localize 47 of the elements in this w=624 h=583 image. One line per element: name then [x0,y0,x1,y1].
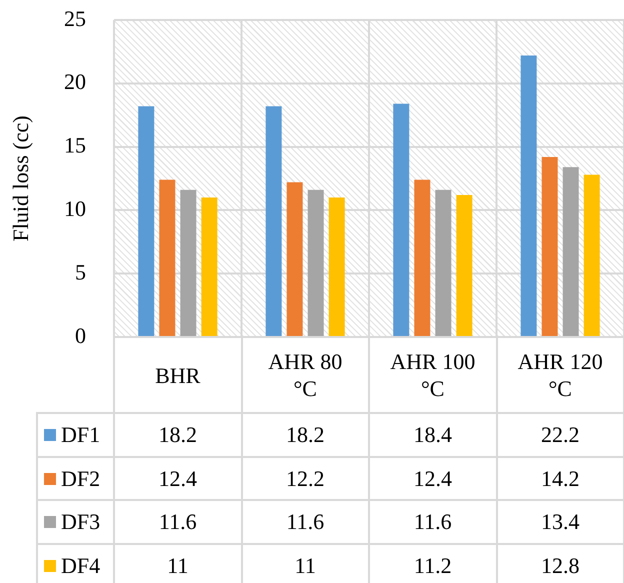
y-tick-label: 15 [64,132,86,158]
bar [286,182,303,336]
x-tick-label: AHR 120 °C [496,337,624,413]
bar [542,156,558,336]
data-label: 11.6 [369,500,496,544]
x-tick-label: AHR 80 °C [242,337,369,413]
data-label: 14.2 [496,456,624,500]
data-label: 13.4 [496,500,624,544]
y-tick-label: 20 [64,69,86,94]
bar [328,198,345,336]
legend-label: DF3 [37,500,114,544]
data-label: 18.4 [369,413,496,456]
bar [393,104,410,336]
data-label: 22.2 [496,413,624,456]
data-label: 11.6 [114,500,242,544]
data-label: 12.4 [114,456,242,500]
bar [584,174,600,336]
data-label: 11.6 [242,500,369,544]
bar [266,106,282,336]
y-tick-label: 5 [75,259,86,284]
data-label: 11.2 [369,544,496,583]
legend-label: DF4 [37,544,114,583]
bar [180,190,196,336]
data-label: 12.2 [242,456,369,500]
legend-label: DF1 [37,413,114,456]
data-label: 11 [114,544,242,583]
x-tick-label: BHR [114,337,242,413]
bar [138,106,154,336]
data-label: 18.2 [114,413,242,456]
y-tick-label: 10 [64,196,86,221]
bar [520,56,537,336]
y-axis-title: Fluid loss (cc) [8,116,33,242]
bar [159,180,176,336]
bar [201,198,218,336]
bar [435,190,452,336]
y-tick-label: 25 [64,6,86,31]
y-tick-label: 0 [75,322,86,348]
data-label: 12.4 [369,456,496,500]
data-label: 11 [242,544,369,583]
legend-label: DF2 [37,456,114,500]
bar [456,194,472,336]
data-label: 12.8 [496,544,624,583]
bar [414,180,430,336]
data-label: 18.2 [242,413,369,456]
bar [308,190,324,336]
x-tick-label: AHR 100 °C [369,337,496,413]
bar [562,167,579,336]
